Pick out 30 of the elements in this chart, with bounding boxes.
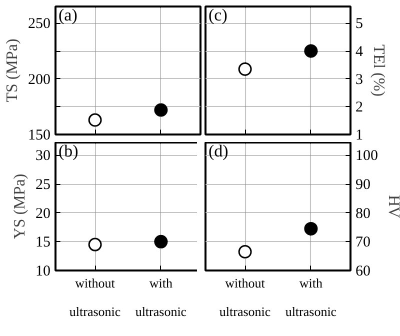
x-tick-label: with ultrasonic: [135, 276, 187, 319]
y-tick-label: 3: [356, 72, 363, 88]
y-tick-label: 10: [36, 264, 50, 280]
y-tick-label: 60: [356, 264, 370, 280]
y-tick-label: 250: [28, 16, 50, 32]
y-tick-label: 5: [356, 16, 363, 32]
y-axis-title: HV: [385, 194, 400, 218]
annotation: (c): [208, 6, 228, 24]
y-tick-label: 90: [356, 177, 370, 194]
y-tick-label: 4: [356, 44, 364, 60]
y-axis-title: YS (MPa): [12, 174, 28, 240]
y-axis-title: TS (MPa): [4, 38, 21, 102]
y-axis-title: TEl (%): [370, 44, 387, 96]
y-tick-label: 150: [28, 128, 50, 144]
y-tick-label: 30: [36, 148, 50, 164]
x-tick-label: with ultrasonic: [285, 276, 337, 319]
y-tick-label: 20: [36, 206, 50, 222]
y-tick-label: 100: [356, 148, 378, 164]
x-tick-label: without ultrasonic: [69, 276, 121, 319]
annotation: (a): [58, 6, 78, 24]
y-tick-label: 70: [356, 234, 370, 251]
y-tick-label: 80: [356, 206, 370, 222]
y-tick-label: 200: [28, 72, 50, 88]
y-tick-label: 25: [36, 177, 50, 194]
x-tick-label: without ultrasonic: [219, 276, 271, 319]
annotation: (d): [208, 142, 228, 160]
annotation: (b): [58, 142, 78, 160]
y-tick-label: 2: [356, 100, 363, 116]
y-tick-label: 15: [36, 234, 50, 251]
y-tick-label: 1: [356, 128, 363, 144]
